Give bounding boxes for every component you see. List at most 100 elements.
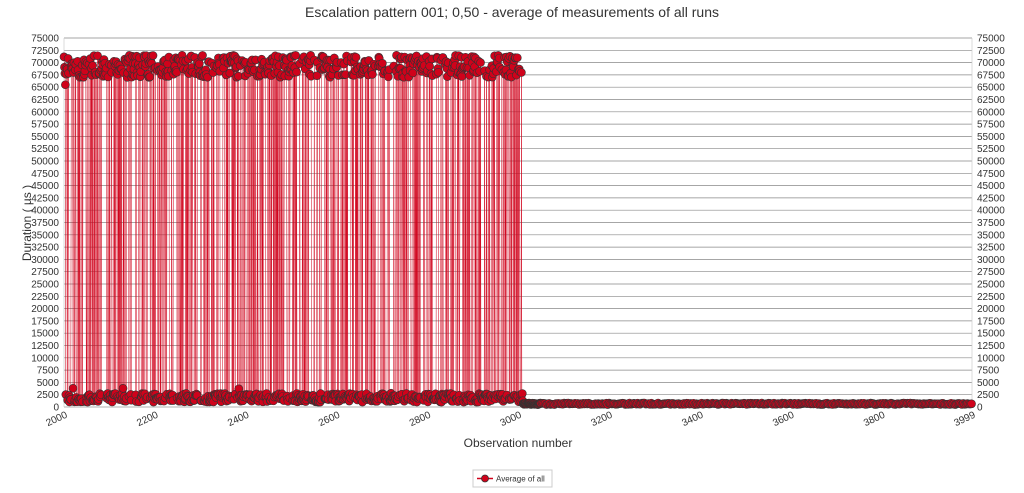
y-tick-label-right: 67500 bbox=[977, 70, 1005, 81]
y-tick-label-left: 27500 bbox=[31, 267, 59, 278]
y-tick-label-right: 55000 bbox=[977, 132, 1005, 143]
x-tick-label: 3999 bbox=[952, 410, 977, 430]
x-tick-label: 2800 bbox=[408, 410, 433, 430]
data-point bbox=[198, 51, 207, 60]
legend-marker bbox=[481, 474, 489, 483]
y-tick-label-right: 75000 bbox=[977, 34, 1005, 45]
y-tick-label-right: 22500 bbox=[977, 292, 1005, 303]
legend-box bbox=[472, 469, 553, 488]
y-tick-label-right: 60000 bbox=[977, 107, 1005, 118]
y-tick-label-right: 35000 bbox=[977, 230, 1005, 241]
x-tick-label: 3800 bbox=[862, 410, 887, 430]
y-tick-label-left: 20000 bbox=[31, 304, 59, 315]
data-point bbox=[292, 67, 301, 77]
y-tick-label-right: 10000 bbox=[977, 353, 1005, 364]
y-tick-label-left: 50000 bbox=[31, 157, 59, 168]
y-tick-label-left: 10000 bbox=[31, 353, 59, 364]
y-tick-label-right: 15000 bbox=[977, 329, 1005, 340]
data-point bbox=[93, 51, 102, 61]
data-point bbox=[384, 72, 393, 82]
data-point bbox=[408, 68, 418, 78]
y-tick-label-right: 32500 bbox=[977, 243, 1005, 254]
y-tick-label-left: 5000 bbox=[37, 378, 60, 389]
y-tick-label-left: 60000 bbox=[31, 107, 59, 118]
y-tick-label-left: 15000 bbox=[31, 329, 59, 340]
x-tick-label: 3400 bbox=[680, 410, 705, 430]
y-tick-label-left: 72500 bbox=[31, 46, 59, 57]
x-tick-label: 3000 bbox=[499, 410, 524, 430]
legend-label: Average of all bbox=[496, 475, 545, 484]
series-line bbox=[63, 55, 973, 406]
y-tick-label-left: 42500 bbox=[31, 193, 59, 204]
y-tick-label-left: 52500 bbox=[31, 144, 59, 155]
y-tick-label-left: 75000 bbox=[31, 34, 59, 45]
data-point bbox=[68, 383, 78, 393]
y-tick-label-left: 47500 bbox=[31, 169, 59, 180]
data-point bbox=[476, 58, 485, 67]
y-tick-label-left: 70000 bbox=[31, 58, 59, 69]
y-tick-label-left: 57500 bbox=[31, 120, 59, 131]
y-tick-label-right: 20000 bbox=[977, 304, 1005, 315]
x-axis: 2000 2200 2400 2600 2800 3000 3200 3400 3600 3800… bbox=[44, 410, 977, 430]
y-tick-label-right: 72500 bbox=[977, 46, 1005, 57]
data-point bbox=[513, 53, 522, 63]
y-tick-label-left: 32500 bbox=[31, 243, 59, 254]
chart-title: Escalation pattern 001; 0,50 - average o… bbox=[305, 4, 719, 20]
x-tick-label: 3600 bbox=[771, 410, 796, 430]
data-point bbox=[457, 72, 467, 81]
x-tick-label: 2400 bbox=[226, 410, 251, 430]
y-tick-label-left: 55000 bbox=[31, 132, 59, 143]
data-point bbox=[425, 61, 434, 71]
y-tick-label-right: 47500 bbox=[977, 169, 1005, 180]
data-point bbox=[967, 399, 976, 409]
y-tick-label-right: 0 bbox=[977, 403, 983, 414]
data-point bbox=[225, 68, 235, 78]
y-tick-label-left: 67500 bbox=[31, 70, 59, 81]
y-tick-label-right: 42500 bbox=[977, 193, 1005, 204]
y-tick-label-left: 65000 bbox=[31, 83, 59, 94]
y-tick-label-left: 7500 bbox=[37, 366, 60, 377]
x-tick-label: 2000 bbox=[44, 410, 69, 430]
y-tick-label-right: 52500 bbox=[977, 144, 1005, 155]
data-point bbox=[148, 51, 158, 60]
y-tick-label-right: 65000 bbox=[977, 83, 1005, 94]
y-tick-label-left: 30000 bbox=[31, 255, 59, 266]
y-tick-label-right: 25000 bbox=[977, 280, 1005, 291]
y-tick-label-right: 17500 bbox=[977, 316, 1005, 327]
y-tick-label-right: 40000 bbox=[977, 206, 1005, 217]
y-tick-label-left: 22500 bbox=[31, 292, 59, 303]
y-tick-label-right: 12500 bbox=[977, 341, 1005, 352]
data-point bbox=[433, 67, 443, 77]
x-tick-label: 2600 bbox=[317, 410, 342, 430]
y-tick-label-right: 7500 bbox=[977, 366, 1000, 377]
y-tick-label-right: 50000 bbox=[977, 157, 1005, 168]
data-point bbox=[312, 71, 322, 81]
y-tick-label-right: 27500 bbox=[977, 267, 1005, 278]
y-tick-label-left: 12500 bbox=[31, 341, 59, 352]
series-average-of-all bbox=[59, 50, 976, 409]
data-point bbox=[351, 52, 361, 62]
data-point bbox=[145, 72, 155, 82]
y-tick-label-right: 5000 bbox=[977, 378, 1000, 389]
y-tick-label-right: 45000 bbox=[977, 181, 1005, 192]
y-tick-label-right: 37500 bbox=[977, 218, 1005, 229]
x-axis-label: Observation number bbox=[464, 436, 573, 450]
data-point bbox=[368, 70, 377, 79]
y-tick-label-left: 2500 bbox=[37, 390, 60, 401]
y-tick-label-left: 37500 bbox=[31, 218, 59, 229]
y-tick-label-right: 62500 bbox=[977, 95, 1005, 106]
y-tick-label-left: 40000 bbox=[31, 206, 59, 217]
y-tick-label-left: 17500 bbox=[31, 316, 59, 327]
y-tick-label-left: 35000 bbox=[31, 230, 59, 241]
data-point bbox=[517, 68, 526, 77]
legend[interactable]: Average of all bbox=[472, 469, 553, 488]
y-tick-label-right: 57500 bbox=[977, 120, 1005, 131]
y-tick-label-left: 45000 bbox=[31, 181, 59, 192]
data-point bbox=[118, 383, 128, 393]
y-tick-label-right: 70000 bbox=[977, 58, 1005, 69]
y-tick-label-left: 25000 bbox=[31, 280, 59, 291]
y-tick-label-left: 62500 bbox=[31, 95, 59, 106]
